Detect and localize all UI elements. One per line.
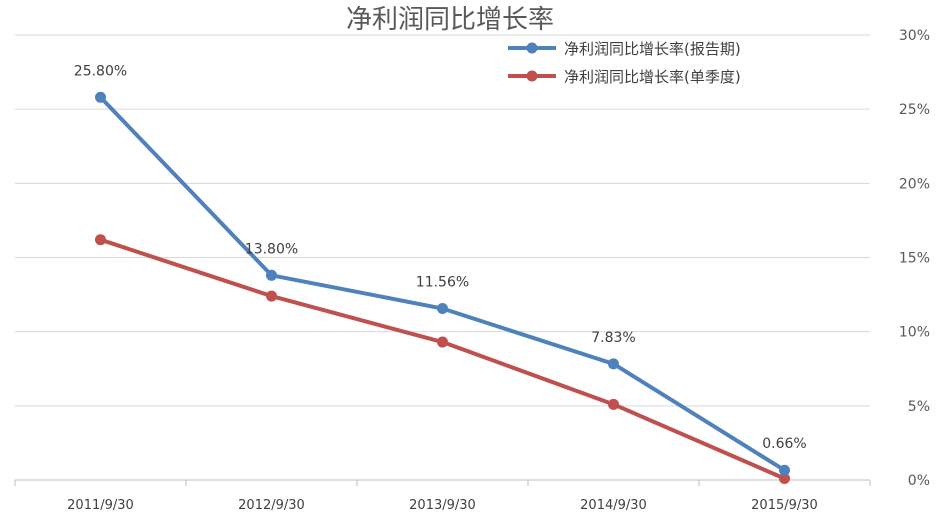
y-tick-label: 30% <box>899 28 930 44</box>
series-lines <box>95 91 790 485</box>
data-label: 11.56% <box>416 275 469 291</box>
legend-label: 净利润同比增长率(报告期) <box>564 40 741 58</box>
chart-title: 净利润同比增长率 <box>346 5 554 35</box>
x-tick-label: 2012/9/30 <box>238 498 305 513</box>
legend-swatch-marker <box>526 70 538 82</box>
data-point <box>779 473 790 485</box>
data-point <box>95 234 106 246</box>
data-label: 25.80% <box>74 63 127 79</box>
y-tick-label: 5% <box>908 399 930 415</box>
y-tick-label: 10% <box>899 325 930 341</box>
x-tick-label: 2011/9/30 <box>67 498 134 513</box>
data-label: 7.83% <box>591 330 635 346</box>
legend: 净利润同比增长率(报告期) 净利润同比增长率(单季度) <box>508 40 741 86</box>
x-tick-label: 2014/9/30 <box>580 498 647 513</box>
legend-swatch-marker <box>526 42 538 54</box>
data-label: 13.80% <box>245 241 298 257</box>
data-point <box>266 269 277 281</box>
x-axis-ticks: 2011/9/30 2012/9/30 2013/9/30 2014/9/30 2015… <box>67 498 818 513</box>
x-tick-label: 2015/9/30 <box>751 498 818 513</box>
data-point <box>608 358 619 370</box>
y-tick-label: 0% <box>908 473 930 489</box>
y-tick-label: 25% <box>899 102 930 118</box>
data-point <box>95 91 106 103</box>
legend-label: 净利润同比增长率(单季度) <box>564 68 741 86</box>
data-point <box>437 336 448 348</box>
y-tick-label: 15% <box>899 251 930 267</box>
data-point <box>608 398 619 410</box>
data-labels: 25.80% 13.80% 11.56% 7.83% 0.66% <box>74 63 807 452</box>
data-label: 0.66% <box>762 436 806 452</box>
data-point <box>266 290 277 302</box>
y-axis-ticks: 0% 5% 10% 15% 20% 25% 30% <box>899 28 930 489</box>
gridlines <box>14 34 871 486</box>
data-point <box>437 303 448 315</box>
x-tick-label: 2013/9/30 <box>409 498 476 513</box>
data-point <box>779 464 790 476</box>
y-tick-label: 20% <box>899 176 930 192</box>
